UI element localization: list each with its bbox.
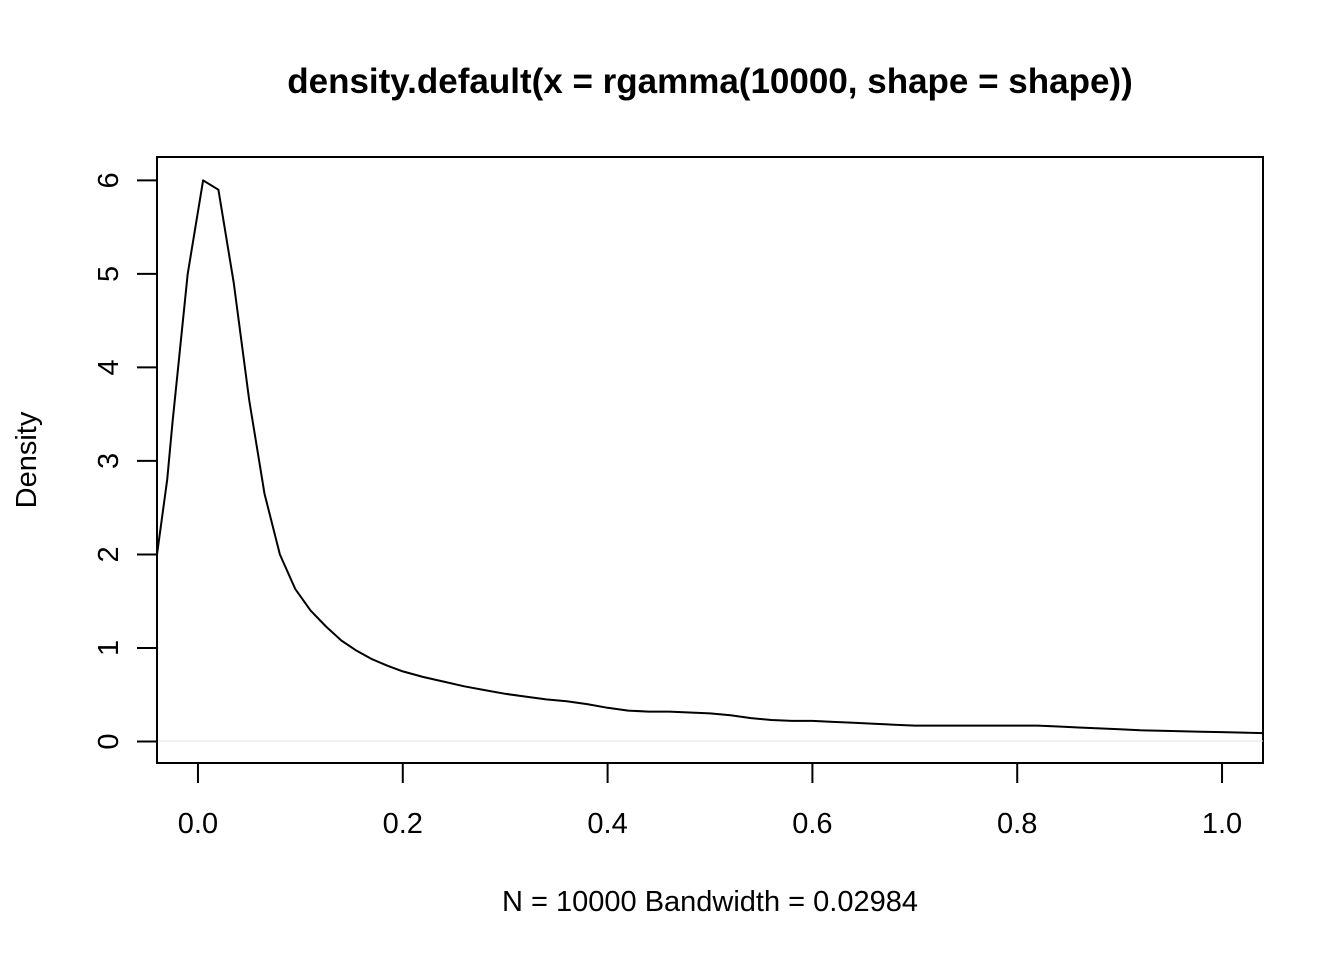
plot-frame: [156, 156, 1264, 764]
chart-title: density.default(x = rgamma(10000, shape …: [287, 62, 1133, 101]
y-tick-label: 5: [93, 266, 125, 282]
y-tick-label: 1: [93, 640, 125, 656]
x-tick-label: 0.8: [997, 808, 1037, 840]
x-tick-label: 0.4: [587, 808, 627, 840]
y-axis: 0 1 2 3 4 5 6: [93, 172, 158, 750]
x-tick-label: 1.0: [1202, 808, 1242, 840]
y-tick-label: 4: [93, 359, 125, 375]
x-axis-label: N = 10000 Bandwidth = 0.02984: [502, 886, 918, 918]
x-tick-label: 0.6: [792, 808, 832, 840]
y-tick-label: 0: [93, 733, 125, 749]
x-tick-label: 0.0: [178, 808, 218, 840]
density-curve: [156, 179, 1264, 735]
y-tick-label: 3: [93, 453, 125, 469]
y-axis-label: Density: [11, 411, 43, 508]
x-axis: 0.0 0.2 0.4 0.6 0.8 1.0: [178, 762, 1242, 840]
y-tick-label: 6: [93, 172, 125, 188]
x-tick-label: 0.2: [383, 808, 423, 840]
y-tick-label: 2: [93, 546, 125, 562]
